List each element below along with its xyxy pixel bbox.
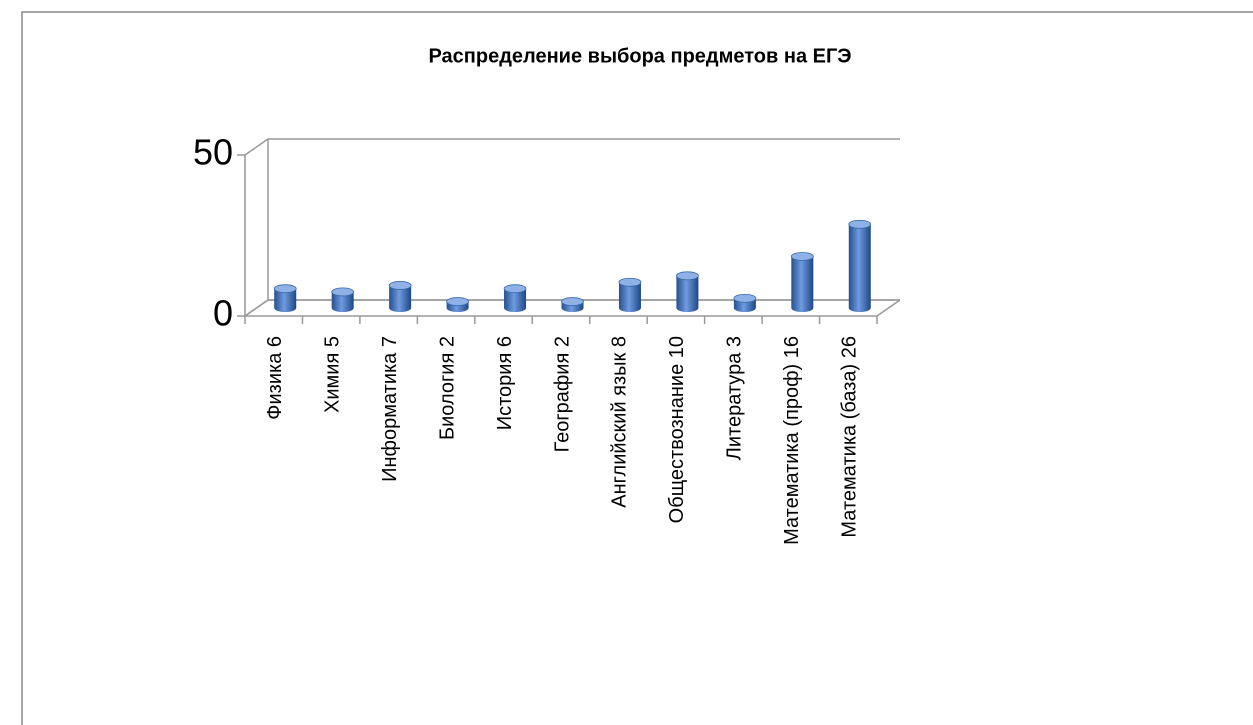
bar xyxy=(790,252,814,312)
bar-top xyxy=(331,287,355,297)
y-tick-label: 0 xyxy=(213,293,233,334)
bar-top xyxy=(561,297,584,306)
bar-body xyxy=(389,285,412,312)
bar-body xyxy=(791,256,814,312)
bar xyxy=(676,271,699,312)
chart-title: Распределение выбора предметов на ЕГЭ xyxy=(428,45,851,67)
bar-body xyxy=(331,291,354,312)
bar xyxy=(618,277,642,312)
x-tick-label: Физика 6 xyxy=(264,336,286,420)
bar-top xyxy=(790,252,814,261)
x-tick-label: Обществознание 10 xyxy=(666,336,688,523)
chart-frame xyxy=(21,11,1253,725)
x-tick-label: Английский язык 8 xyxy=(609,336,631,508)
bar-top xyxy=(503,284,527,294)
bar-top xyxy=(618,277,642,287)
bar xyxy=(446,297,469,312)
x-tick-label: Информатика 7 xyxy=(379,336,401,482)
bar-body xyxy=(848,224,871,312)
bar-body xyxy=(274,288,297,312)
bar xyxy=(561,297,584,312)
bar-top xyxy=(388,281,412,290)
grid-line xyxy=(244,138,900,156)
bar xyxy=(503,284,527,312)
x-tick-label: География 2 xyxy=(551,336,573,452)
bar-top xyxy=(446,297,469,306)
bar-top xyxy=(676,271,699,281)
x-tick-label: Математика (база) 26 xyxy=(839,336,861,538)
bar-body xyxy=(676,275,699,312)
bar-top xyxy=(273,284,297,294)
x-tick-label: Математика (проф) 16 xyxy=(781,336,803,545)
x-tick-label: История 6 xyxy=(494,336,516,430)
bar xyxy=(273,284,297,312)
x-tick-label: Литература 3 xyxy=(724,336,746,460)
bar xyxy=(848,219,872,312)
bar xyxy=(388,281,412,312)
bar-body xyxy=(504,288,527,312)
bar-top xyxy=(733,293,757,303)
bar xyxy=(331,287,355,312)
bar-top xyxy=(848,219,872,229)
bar-body xyxy=(618,282,641,312)
bar xyxy=(733,293,757,312)
y-tick-label: 50 xyxy=(193,132,233,173)
x-tick-label: Биология 2 xyxy=(436,336,458,440)
x-tick-label: Химия 5 xyxy=(321,336,343,413)
